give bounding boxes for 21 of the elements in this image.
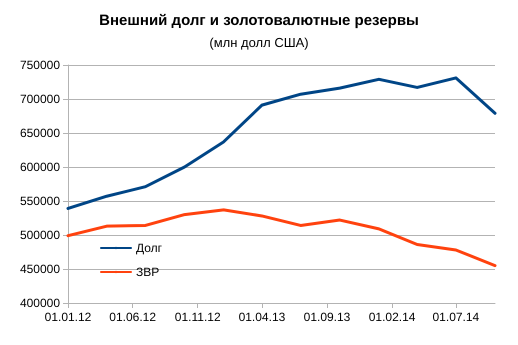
y-tick-label: 700000 xyxy=(20,92,60,106)
y-tick-label: 750000 xyxy=(20,58,60,72)
y-tick-label: 550000 xyxy=(20,194,60,208)
chart-title: Внешний долг и золотовалютные резервы xyxy=(99,12,419,29)
chart-subtitle: (млн долл США) xyxy=(209,35,309,50)
x-tick-label: 01.04.13 xyxy=(238,310,286,324)
y-tick-label: 450000 xyxy=(20,262,60,276)
y-tick-label: 600000 xyxy=(20,160,60,174)
x-tick-label: 01.01.12 xyxy=(44,310,92,324)
legend-label: ЗВР xyxy=(136,265,160,279)
x-tick-label: 01.02.14 xyxy=(368,310,416,324)
y-tick-label: 500000 xyxy=(20,228,60,242)
y-tick-label: 400000 xyxy=(20,296,60,310)
line-series xyxy=(66,208,496,268)
y-tick-label: 650000 xyxy=(20,126,60,140)
x-tick-label: 01.06.12 xyxy=(109,310,156,324)
legend-label: Долг xyxy=(136,241,163,255)
x-tick-label: 01.11.12 xyxy=(174,310,221,324)
x-tick-label: 01.09.13 xyxy=(304,310,351,324)
line-series xyxy=(66,76,496,210)
x-tick-label: 01.07.14 xyxy=(432,310,480,324)
